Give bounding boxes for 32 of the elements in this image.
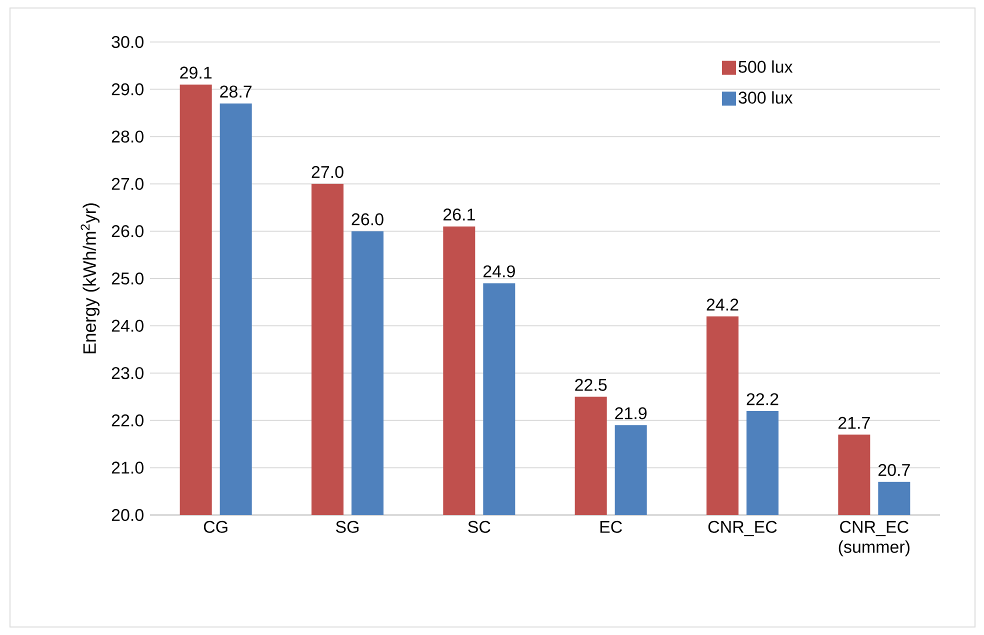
data-label: 21.9 [615, 407, 647, 420]
data-label: 26.0 [352, 213, 384, 226]
x-tick-label: SC [468, 520, 490, 533]
y-tick-label: 27.0 [112, 178, 144, 190]
data-label: 22.2 [746, 393, 778, 406]
data-label: 26.1 [443, 208, 475, 221]
data-label: 20.7 [878, 464, 910, 476]
x-tick-label: CG [204, 520, 228, 533]
y-tick-label: 22.0 [112, 414, 144, 426]
y-tick-label: 29.0 [112, 83, 144, 96]
y-axis-title: Energy (kWh/m$^{2}$yr) [80, 203, 100, 354]
data-label: 22.5 [575, 378, 607, 391]
y-tick-label: 26.0 [112, 225, 144, 238]
data-label: 21.7 [838, 416, 870, 429]
y-tick-label: 21.0 [112, 462, 144, 474]
y-tick-label: 28.0 [112, 130, 144, 143]
y-tick-label: 24.0 [112, 320, 144, 332]
y-tick-label: 25.0 [112, 272, 144, 285]
x-tick-label: CNR_EC [708, 520, 777, 536]
x-tick-label: EC [600, 520, 622, 533]
x-tick-label: SG [336, 520, 359, 533]
x-tick-label: CNR_EC (summer) [838, 520, 910, 556]
y-tick-label: 30.0 [112, 36, 144, 48]
data-label: 29.1 [180, 66, 212, 79]
data-label: 28.7 [220, 86, 252, 98]
y-tick-label: 20.0 [112, 508, 144, 522]
legend-label: 300 lux [738, 91, 793, 104]
y-tick-label: 23.0 [112, 367, 144, 380]
data-label: 24.9 [483, 265, 515, 278]
legend-label: 500 lux [738, 60, 793, 73]
data-label: 24.2 [706, 298, 738, 310]
data-label: 27.0 [312, 166, 344, 178]
